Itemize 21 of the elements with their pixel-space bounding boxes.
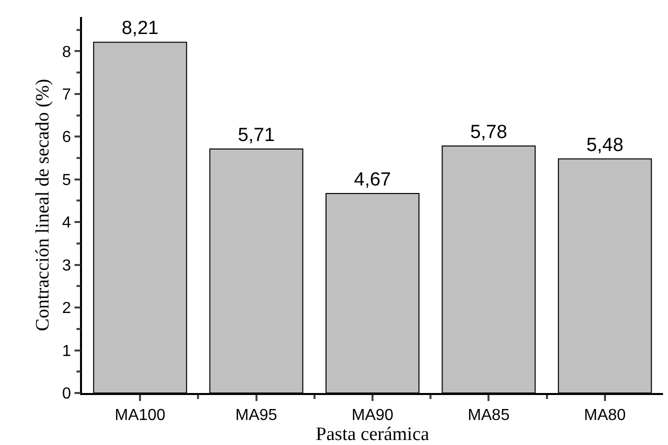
- data-label: 5,78: [470, 122, 508, 144]
- y-tick-label: 8: [62, 44, 72, 61]
- y-tick-label: 0: [62, 386, 72, 403]
- data-label: 8,21: [122, 18, 159, 40]
- data-label: 5,48: [586, 134, 624, 156]
- x-tick-label: MA100: [114, 406, 166, 424]
- x-tick-label: MA85: [468, 406, 510, 424]
- y-tick-label: 3: [62, 257, 72, 274]
- y-tick-label: 7: [62, 86, 72, 104]
- x-axis-title: Pasta cerámica: [316, 424, 430, 445]
- y-tick-label: 2: [62, 300, 72, 318]
- y-tick-label: 1: [62, 342, 72, 360]
- y-tick-label: 5: [62, 172, 72, 189]
- data-label: 5,71: [238, 125, 275, 146]
- y-tick-label: 6: [62, 129, 72, 146]
- x-tick-label: MA90: [352, 406, 394, 424]
- data-label: 4,67: [354, 169, 391, 190]
- x-tick-label: MA80: [584, 406, 626, 424]
- y-axis-title: Contracción lineal de secado (%): [32, 78, 54, 332]
- x-tick-label: MA95: [235, 406, 278, 424]
- y-tick-label: 4: [62, 214, 72, 232]
